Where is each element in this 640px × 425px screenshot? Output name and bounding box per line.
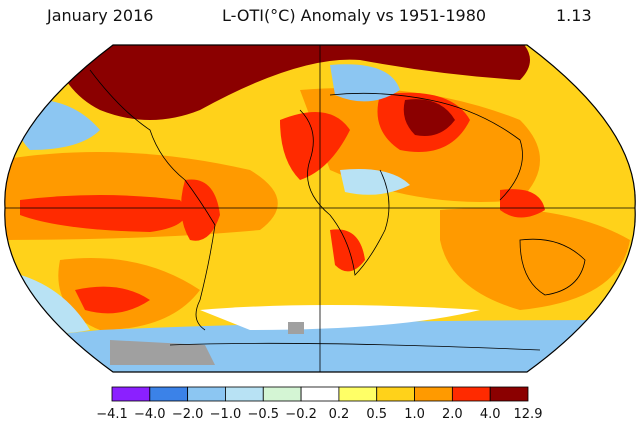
legend-swatch <box>376 386 415 402</box>
warm-band-indian <box>440 208 630 310</box>
extreme-siberia <box>403 99 455 136</box>
coast-antarctica <box>169 342 541 351</box>
extreme-arctic <box>50 45 530 120</box>
legend-swatch <box>187 386 226 402</box>
legend-swatch <box>225 386 264 402</box>
hot-southpacific <box>75 286 150 314</box>
legend-tick-label: −4.0 <box>134 407 166 422</box>
legend-swatch <box>451 386 491 402</box>
legend-tick-label: 0.2 <box>329 407 350 422</box>
legend-tick-label: −2.0 <box>172 407 204 422</box>
legend-swatch <box>300 386 340 402</box>
missing-data-patch <box>288 322 304 334</box>
missing-data-antarctica <box>110 340 215 365</box>
legend-tick-label: 1.0 <box>404 407 425 422</box>
anomaly-field <box>4 45 636 372</box>
coastlines <box>89 69 586 351</box>
hot-equatorial-pacific <box>20 195 186 232</box>
legend-tick-label: −4.1 <box>96 407 128 422</box>
map-date: January 2016 <box>47 6 154 25</box>
legend-labels: −4.1 −4.0 −2.0 −1.0 −0.5 −0.2 0.2 0.5 1.0 2.0 4.0 1… <box>96 407 542 422</box>
legend-swatch <box>338 386 378 402</box>
global-mean-value: 1.13 <box>556 6 592 25</box>
legend-tick-label: 0.5 <box>366 407 387 422</box>
cool-mideast <box>340 169 410 195</box>
coast-africa <box>299 109 390 276</box>
hot-amazon <box>181 179 220 241</box>
legend-swatch <box>149 386 189 402</box>
cool-scandinavia <box>330 64 400 102</box>
coast-australia <box>519 238 586 296</box>
map-title: L-OTI(°C) Anomaly vs 1951-1980 <box>222 6 487 25</box>
legend-swatch <box>262 386 302 402</box>
coast-americas <box>89 69 216 331</box>
legend-tick-label: −0.2 <box>285 407 317 422</box>
hot-southafrica <box>330 229 365 272</box>
coast-eurasia <box>329 92 523 201</box>
legend-tick-label: 2.0 <box>442 407 463 422</box>
hot-europe <box>280 112 350 180</box>
legend-swatch <box>111 386 151 402</box>
legend-swatch <box>414 386 453 402</box>
legend-swatch <box>489 386 529 402</box>
legend-swatches <box>111 386 529 402</box>
legend-tick-label: 12.9 <box>514 407 543 422</box>
legend-tick-label: −0.5 <box>247 407 279 422</box>
neutral-southern-band <box>200 305 480 330</box>
hot-indonesia <box>500 189 545 218</box>
legend-tick-label: −1.0 <box>210 407 242 422</box>
legend-tick-label: 4.0 <box>480 407 501 422</box>
map-border <box>4 44 636 373</box>
